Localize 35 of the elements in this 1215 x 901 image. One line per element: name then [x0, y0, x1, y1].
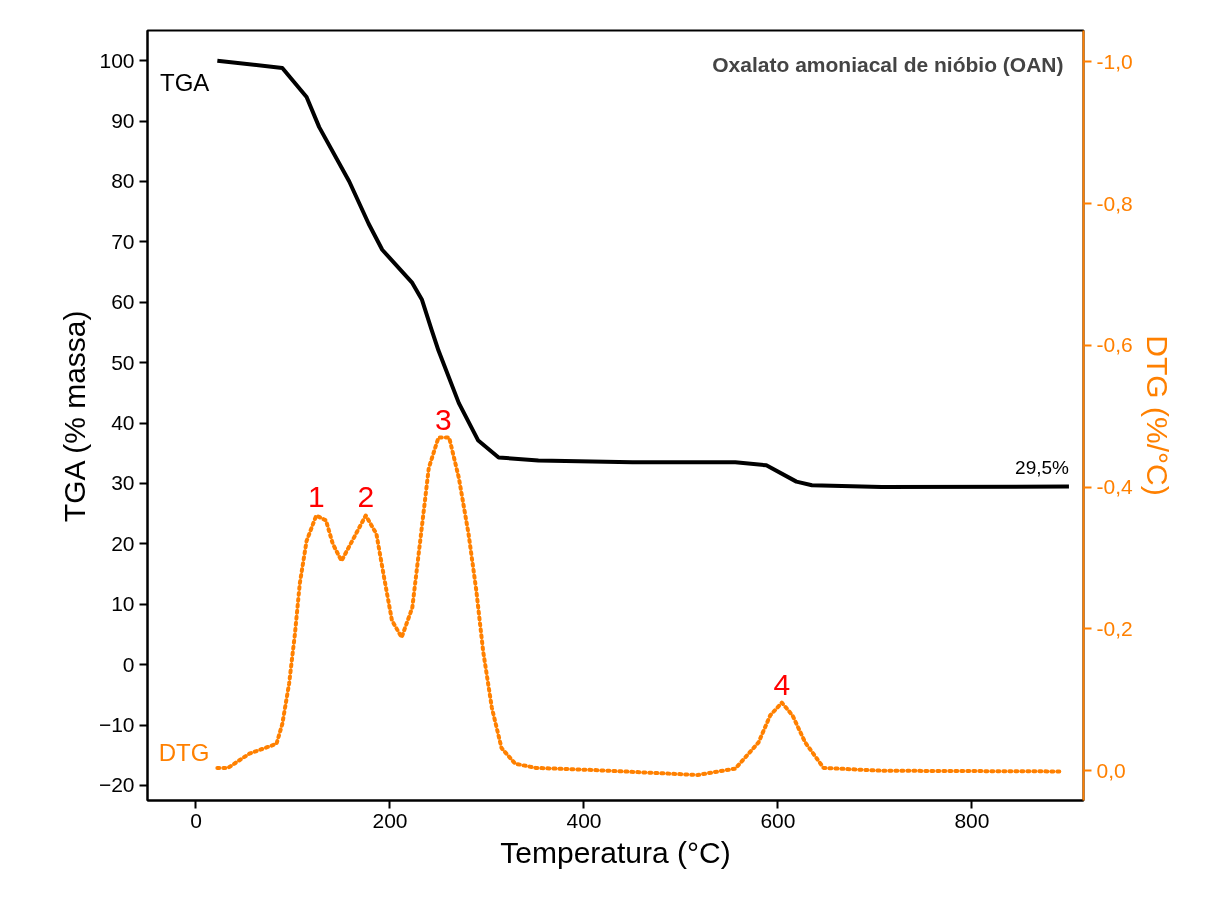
y-tick-label: −20 [98, 773, 135, 797]
annotation: 2 [357, 480, 375, 514]
y-tick-label: 20 [111, 531, 135, 555]
y-tick-label: 30 [111, 471, 135, 495]
annotation: 29,5% [1015, 457, 1070, 479]
y-tick-label: 50 [111, 350, 135, 374]
y2-tick-label: -1,0 [1096, 49, 1133, 73]
y-tick-label: −10 [98, 713, 135, 737]
series-label: TGA [160, 68, 210, 96]
y-tick-label: 0 [122, 652, 135, 676]
y2-tick-label: -0,4 [1096, 475, 1134, 499]
x-axis-title: Temperatura (°C) [500, 835, 731, 869]
x-tick-label: 600 [760, 808, 796, 832]
y-tick-label: 40 [111, 411, 135, 435]
x-tick-label: 0 [190, 808, 202, 832]
annotation: 3 [434, 402, 452, 436]
x-tick-label: 400 [566, 808, 602, 832]
y2-tick-label: -0,2 [1096, 616, 1133, 640]
y-tick-label: 60 [111, 290, 135, 314]
y-tick-label: 70 [111, 229, 135, 253]
text: Oxalato amoniacal de nióbio (OAN) [712, 52, 1064, 76]
y-tick-label: 100 [99, 48, 135, 72]
y-tick-label: 90 [111, 109, 135, 133]
annotation: 1 [307, 480, 325, 514]
y-tick-label: 80 [111, 169, 135, 193]
y-tick-label: 10 [111, 592, 135, 616]
y-axis-title: TGA (% massa) [57, 310, 91, 523]
y2-tick-label: 0,0 [1096, 758, 1126, 782]
series-label: DTG [158, 738, 210, 766]
y2-tick-label: -0,6 [1096, 333, 1133, 357]
annotation: 4 [773, 667, 791, 701]
x-tick-label: 200 [372, 808, 408, 832]
y2-axis-title: DTG (%/°C) [1140, 335, 1174, 496]
x-tick-label: 800 [954, 808, 990, 832]
y2-tick-label: -0,8 [1096, 191, 1133, 215]
